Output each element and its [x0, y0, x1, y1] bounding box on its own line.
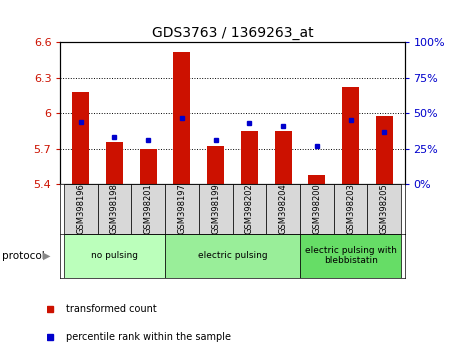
Bar [131, 184, 165, 234]
Text: GSM398204: GSM398204 [279, 183, 288, 234]
Text: GSM398199: GSM398199 [211, 183, 220, 234]
Bar [140, 149, 157, 184]
Bar [207, 146, 224, 184]
Bar [64, 184, 98, 234]
Text: percentile rank within the sample: percentile rank within the sample [66, 332, 231, 342]
Text: protocol: protocol [2, 251, 45, 261]
Title: GDS3763 / 1369263_at: GDS3763 / 1369263_at [152, 26, 313, 40]
Bar [342, 87, 359, 184]
Bar [64, 234, 165, 278]
Text: ▶: ▶ [43, 251, 50, 261]
Text: no pulsing: no pulsing [91, 251, 138, 260]
Bar [300, 234, 401, 278]
Text: GSM398197: GSM398197 [177, 183, 186, 234]
Text: GSM398203: GSM398203 [346, 183, 355, 234]
Text: transformed count: transformed count [66, 304, 157, 314]
Bar [106, 142, 123, 184]
Bar [300, 184, 334, 234]
Bar [241, 131, 258, 184]
Text: electric pulsing with
blebbistatin: electric pulsing with blebbistatin [305, 246, 397, 266]
Text: GSM398196: GSM398196 [76, 183, 85, 234]
Bar [173, 52, 190, 184]
Bar [334, 184, 367, 234]
Bar [275, 131, 292, 184]
Bar [165, 234, 300, 278]
Text: GSM398205: GSM398205 [380, 183, 389, 234]
Bar [165, 184, 199, 234]
Bar [376, 116, 393, 184]
Text: GSM398201: GSM398201 [144, 183, 153, 234]
Bar [199, 184, 232, 234]
Bar [98, 184, 131, 234]
Text: electric pulsing: electric pulsing [198, 251, 267, 260]
Text: GSM398200: GSM398200 [312, 183, 321, 234]
Bar [308, 175, 326, 184]
Bar [367, 184, 401, 234]
Bar [72, 92, 89, 184]
Text: GSM398198: GSM398198 [110, 183, 119, 234]
Bar [232, 184, 266, 234]
Bar [266, 184, 300, 234]
Text: GSM398202: GSM398202 [245, 183, 254, 234]
